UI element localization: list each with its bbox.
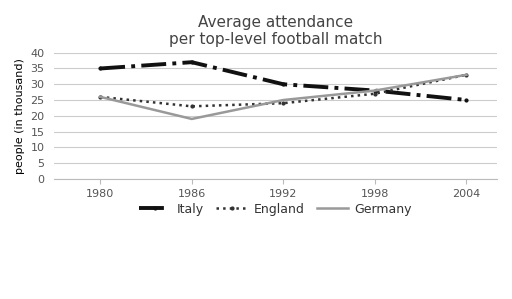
Legend: Italy, England, Germany: Italy, England, Germany (134, 198, 417, 221)
Y-axis label: people (in thousand): people (in thousand) (15, 58, 25, 174)
Title: Average attendance
per top-level football match: Average attendance per top-level footbal… (169, 15, 382, 48)
